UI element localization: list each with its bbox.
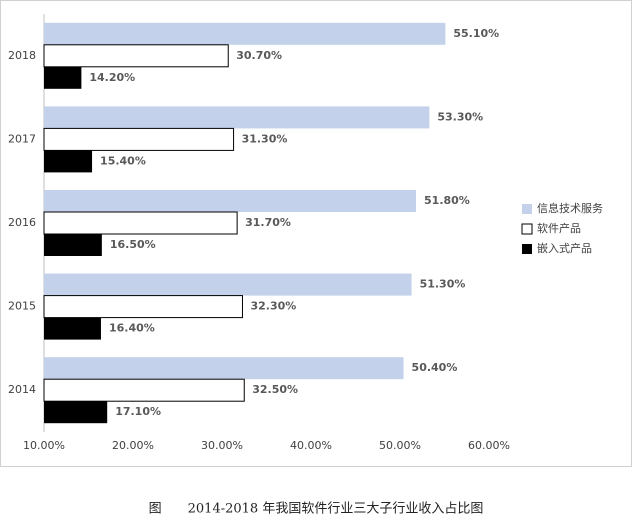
value-label: 31.30%: [242, 132, 288, 145]
bar: [43, 378, 245, 402]
value-label: 14.20%: [89, 71, 135, 84]
value-label: 55.10%: [453, 27, 499, 40]
value-label: 53.30%: [437, 110, 483, 123]
bar: [44, 106, 430, 129]
value-label: 17.10%: [115, 405, 161, 418]
value-label: 51.30%: [420, 278, 466, 291]
value-label: 30.70%: [236, 49, 282, 62]
y-tick-label: 2014: [8, 383, 36, 396]
bar: [43, 44, 229, 68]
legend-swatch: [521, 223, 533, 235]
legend-swatch: [522, 204, 532, 214]
bar: [44, 273, 412, 296]
bar: [44, 357, 404, 380]
value-label: 32.50%: [252, 383, 298, 396]
bar: [44, 66, 82, 89]
bar: [43, 295, 243, 319]
value-label: 15.40%: [100, 154, 146, 167]
x-tick-label: 60.00%: [468, 439, 510, 452]
value-label: 32.30%: [250, 300, 296, 313]
value-label: 50.40%: [412, 361, 458, 374]
bar: [43, 211, 238, 235]
legend-swatch: [522, 244, 532, 254]
x-tick-label: 20.00%: [112, 439, 154, 452]
value-label: 16.50%: [110, 238, 156, 251]
bar: [44, 317, 101, 340]
bar: [44, 401, 108, 424]
x-tick-label: 10.00%: [23, 439, 65, 452]
bar: [43, 127, 235, 151]
y-tick-label: 2018: [8, 49, 36, 62]
value-label: 51.80%: [424, 194, 470, 207]
bar: [44, 22, 446, 45]
value-label: 16.40%: [109, 322, 155, 335]
y-tick-label: 2016: [8, 216, 36, 229]
x-tick-label: 30.00%: [201, 439, 243, 452]
legend-label: 软件产品: [537, 221, 581, 235]
x-tick-label: 50.00%: [379, 439, 421, 452]
x-tick-label: 40.00%: [290, 439, 332, 452]
value-label: 31.70%: [245, 216, 291, 229]
bar: [44, 150, 93, 173]
bar: [44, 190, 417, 212]
bar: [44, 234, 102, 256]
caption: 图 2014-2018 年我国软件行业三大子行业收入占比图: [149, 502, 484, 517]
legend-label: 信息技术服务: [537, 201, 603, 215]
y-tick-label: 2015: [8, 300, 36, 313]
legend-label: 嵌入式产品: [537, 241, 592, 255]
y-tick-label: 2017: [8, 132, 36, 145]
